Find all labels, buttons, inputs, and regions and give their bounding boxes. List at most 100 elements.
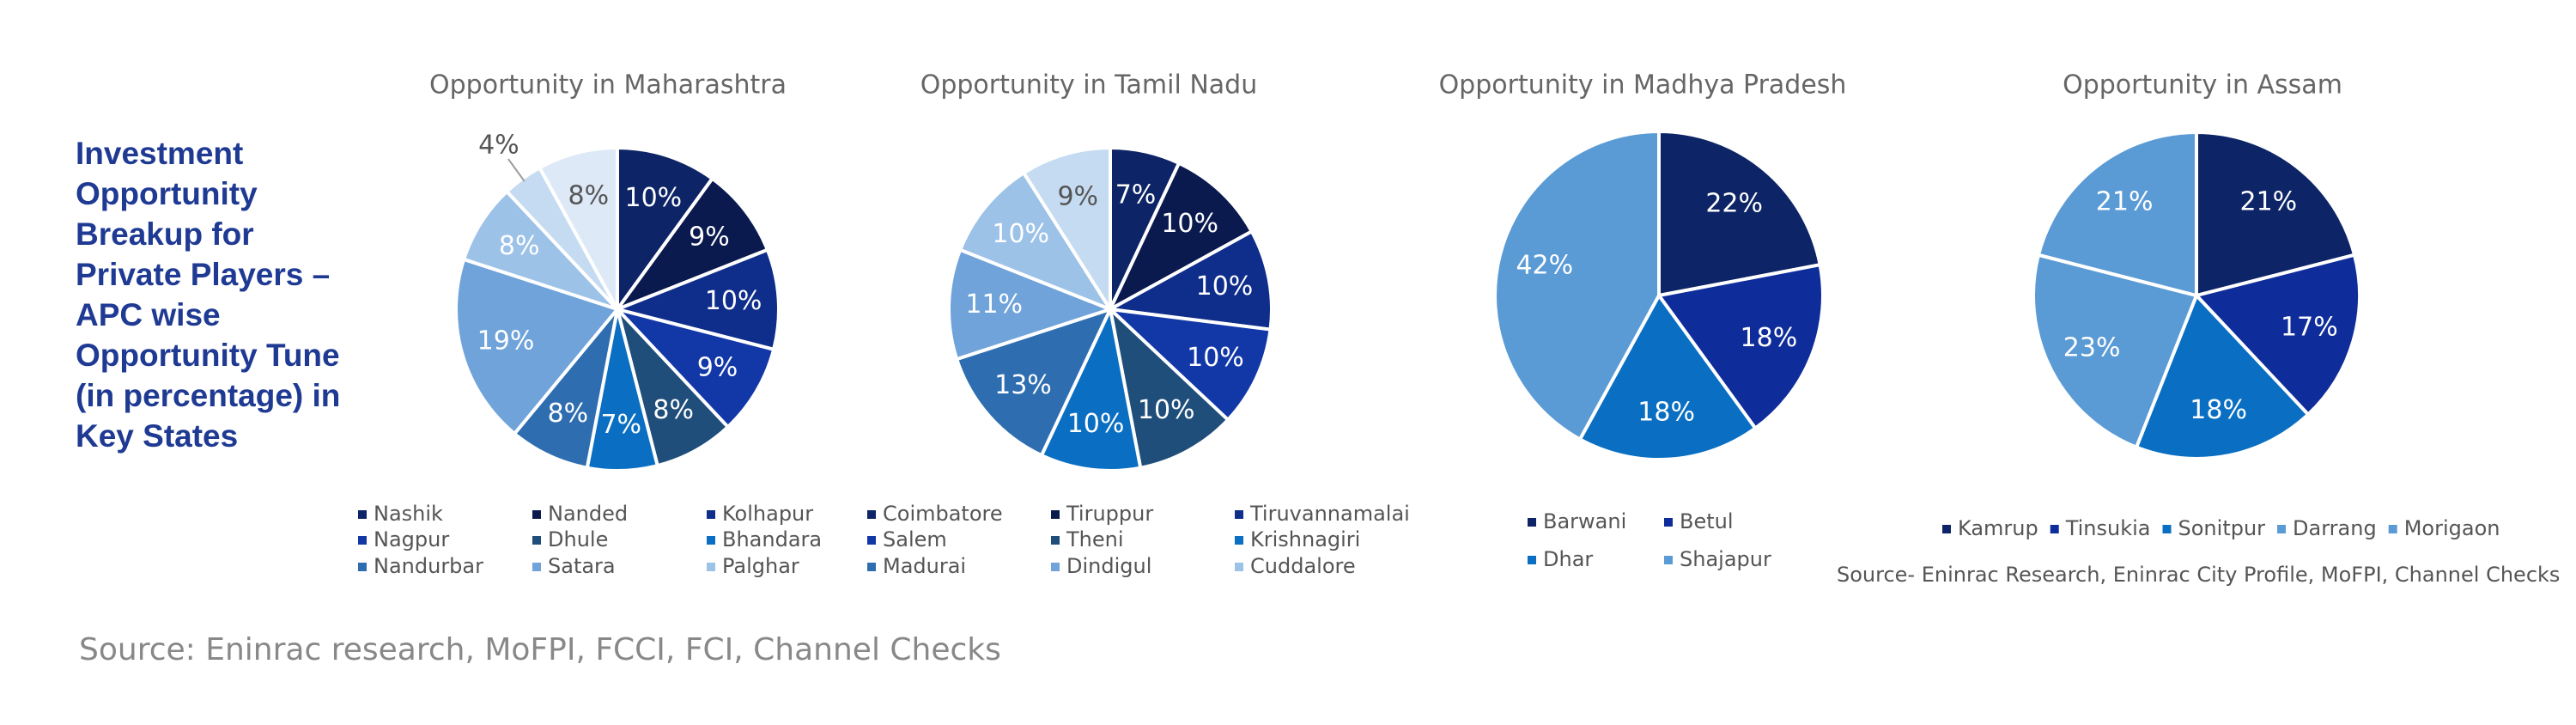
data-label: 9%: [1057, 182, 1098, 212]
legend-label: Tinsukia: [2065, 516, 2151, 540]
legend-label: Nanded: [548, 502, 628, 526]
legend-swatch: [867, 563, 876, 571]
pie-slice: [1021, 145, 1112, 315]
legend-label: Nandurbar: [374, 554, 483, 578]
data-label: 9%: [697, 352, 738, 382]
pie-slice: [1657, 129, 1822, 298]
legend-swatch: [358, 510, 367, 519]
legend-swatch: [532, 563, 541, 571]
data-label: 18%: [2190, 395, 2247, 425]
data-label: 4%: [478, 130, 519, 160]
pie-slice: [1106, 161, 1255, 314]
pie-slice: [1577, 292, 1759, 461]
legend-label: Dhule: [548, 527, 608, 551]
legend-label: Theni: [1066, 527, 1124, 551]
source: Source: Eninrac research, MoFPI, FCCI, F…: [79, 632, 1001, 667]
legend-swatch: [2277, 525, 2287, 533]
pie-slice: [2195, 130, 2357, 298]
legend-swatch: [532, 536, 541, 545]
pie-slice: [954, 306, 1114, 458]
legend-swatch: [707, 536, 715, 545]
pie-slice: [957, 170, 1115, 314]
data-label: 7%: [600, 410, 641, 440]
legend-label: Coimbatore: [883, 502, 1003, 526]
pie-slice: [947, 247, 1115, 362]
leader-line: [507, 158, 526, 182]
legend-label: Tiruppur: [1066, 502, 1153, 526]
legend-swatch: [867, 510, 876, 519]
legend-label: Tiruvannamalai: [1249, 502, 1410, 526]
legend-swatch: [1664, 556, 1673, 564]
legend-swatch: [1235, 536, 1243, 545]
data-label: 10%: [1138, 395, 1195, 425]
pie-slice: [537, 145, 619, 310]
legend-swatch: [1051, 536, 1060, 545]
legend-label: Barwani: [1543, 509, 1626, 533]
legend-label: Kolhapur: [722, 502, 813, 526]
legend-swatch: [707, 510, 715, 519]
data-label: 19%: [477, 326, 535, 356]
legend-label: Krishnagiri: [1250, 527, 1360, 551]
data-label: 11%: [965, 289, 1023, 320]
data-label: 13%: [994, 370, 1052, 400]
legend-swatch: [1051, 510, 1060, 519]
data-label: 18%: [1637, 398, 1695, 428]
pie-slice: [1493, 129, 1661, 442]
legend-swatch: [707, 563, 715, 571]
legend-swatch: [532, 510, 541, 519]
data-label: 17%: [2281, 313, 2338, 343]
legend-label: Betul: [1680, 509, 1734, 533]
data-label: 10%: [1161, 209, 1218, 239]
pie-slice: [611, 306, 776, 430]
chart-title: Opportunity in Maharashtra: [429, 70, 787, 101]
data-label: 9%: [689, 222, 730, 253]
legend-swatch: [1051, 563, 1060, 571]
legend-swatch: [358, 536, 367, 545]
data-label: 7%: [1115, 180, 1157, 210]
pie-slice: [611, 247, 781, 352]
pie-slice: [2134, 292, 2311, 460]
legend-label: Bhandara: [722, 527, 822, 551]
chart-title: Opportunity in Assam: [2063, 70, 2342, 101]
data-label: 8%: [653, 395, 694, 425]
pie-slice: [2036, 130, 2198, 298]
legend-swatch: [1942, 525, 1951, 533]
data-label: 10%: [1067, 409, 1125, 439]
legend-swatch: [1528, 556, 1536, 564]
data-label: 18%: [1741, 323, 1798, 353]
legend-swatch: [1528, 518, 1536, 527]
data-label: 8%: [499, 231, 540, 261]
data-label: 21%: [2096, 186, 2154, 216]
pie-slice: [1656, 262, 1825, 431]
pie-slice: [2032, 253, 2199, 450]
legend-label: Darrang: [2293, 516, 2377, 540]
legend-swatch: [867, 536, 876, 545]
legend-label: Sonitpur: [2178, 516, 2266, 540]
pie-slice: [1104, 228, 1273, 332]
heading: Investment Opportunity Breakup for Priva…: [76, 136, 341, 454]
legend-label: Shajapur: [1680, 547, 1771, 571]
legend-swatch: [2388, 525, 2397, 533]
legend-label: Cuddalore: [1250, 554, 1356, 578]
legend-label: Dhar: [1543, 547, 1593, 571]
legend-label: Satara: [548, 554, 616, 578]
pie-slice: [1105, 307, 1273, 423]
legend-swatch: [1235, 563, 1243, 571]
data-label: 23%: [2063, 333, 2121, 363]
pie-slice: [616, 145, 715, 315]
legend-label: Salem: [883, 527, 947, 551]
data-label: 21%: [2240, 186, 2298, 216]
pie-slice: [454, 257, 621, 436]
chart-title: Opportunity in Madhya Pradesh: [1439, 70, 1847, 101]
legend-swatch: [2050, 525, 2059, 533]
data-label: 10%: [624, 183, 682, 213]
data-label: 10%: [1196, 271, 1254, 302]
legend-label: Nagpur: [374, 527, 449, 551]
data-label: 10%: [992, 219, 1049, 249]
legend-swatch: [1664, 518, 1673, 527]
pie-slice: [1107, 304, 1230, 471]
data-label: 8%: [568, 180, 610, 210]
legend-swatch: [1235, 510, 1243, 519]
